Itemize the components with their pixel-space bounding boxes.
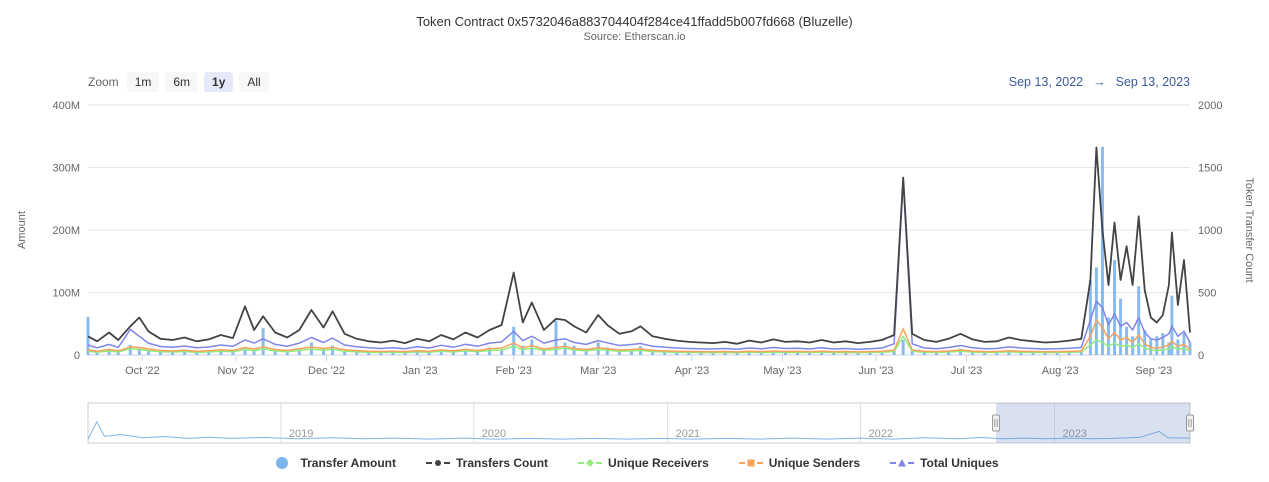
navigator-selection[interactable] [996,403,1190,443]
right-axis-tick: 500 [1198,288,1216,300]
zoom-button-1m[interactable]: 1m [126,72,160,92]
dash-circle-icon [426,460,451,466]
x-axis-month-label: May '23 [763,365,801,377]
x-axis-month-label: Oct '22 [125,365,160,377]
range-selector: Sep 13, 2022 → Sep 13, 2023 [1009,75,1190,89]
navigator-spark-line [87,420,1191,440]
x-axis-month-label: Nov '22 [217,365,254,377]
right-axis-tick: 1500 [1198,163,1222,175]
right-axis-tick: 2000 [1198,100,1222,112]
range-arrow-icon: → [1093,75,1106,89]
axis-labels: 0 0 100M 500 200M 1000 300M 1500 400M 2000 Oct '22… [52,100,1222,377]
legend: Transfer Amount Transfers Count Unique Rec… [0,456,1269,470]
left-axis-tick: 300M [52,163,80,175]
left-axis-tick: 0 [74,350,80,362]
legend-item-total-uniques[interactable]: Total Uniques [890,456,999,470]
left-axis-tick: 400M [52,100,80,112]
x-axis-month-label: Jan '23 [403,365,438,377]
series-line-unique-receivers [87,335,1191,354]
navigator-year-label: 2019 [289,428,313,440]
x-axis-month-label: Aug '23 [1042,365,1079,377]
page-title: Token Contract 0x5732046a883704404f284ce… [416,14,853,29]
navigator-year-label: 2021 [676,428,700,440]
dash-triangle-icon [890,459,915,467]
legend-label: Unique Receivers [608,456,709,470]
legend-item-unique-senders[interactable]: Unique Senders [738,456,861,470]
legend-label: Unique Senders [768,456,861,470]
legend-label: Total Uniques [920,456,999,470]
x-axis-month-label: Apr '23 [675,365,710,377]
dash-diamond-icon [578,459,603,467]
zoom-label: Zoom [88,75,119,89]
zoom-button-1y[interactable]: 1y [204,72,234,92]
series-line-unique-senders [87,319,1191,353]
zoom-button-6m[interactable]: 6m [165,72,199,92]
x-axis-month-label: Jul '23 [951,365,982,377]
x-axis-month-label: Dec '22 [308,365,345,377]
x-axis-month-label: Feb '23 [496,365,532,377]
navigator-year-label: 2022 [869,428,893,440]
navigator-year-label: 2020 [482,428,506,440]
navigator[interactable]: 2019 2020 2021 2022 2023 [87,402,1194,444]
navigator-track[interactable] [87,402,1191,444]
series-line-transfers-count [87,146,1191,345]
navigator-handle-right[interactable] [1186,414,1194,432]
zoom-button-all[interactable]: All [239,72,269,92]
series-line-total-uniques [87,180,1191,351]
legend-item-transfers-count[interactable]: Transfers Count [426,456,548,470]
right-axis-tick: 1000 [1198,225,1222,237]
legend-item-transfer-amount[interactable]: Transfer Amount [270,456,396,470]
x-axis-month-label: Sep '23 [1135,365,1172,377]
main-plot[interactable] [86,146,1192,355]
left-axis-tick: 100M [52,288,80,300]
left-axis-tick: 200M [52,225,80,237]
left-axis-title: Amount [16,211,28,249]
right-axis-tick: 0 [1198,350,1204,362]
grid-lines [88,104,1190,361]
dash-square-icon [738,459,763,467]
range-from[interactable]: Sep 13, 2022 [1008,75,1084,89]
navigator-handle-left[interactable] [992,414,1001,432]
circle-icon [276,457,289,469]
legend-item-unique-receivers[interactable]: Unique Receivers [578,456,709,470]
chart-subtitle: Source: Etherscan.io [583,31,686,43]
x-axis-month-label: Jun '23 [858,365,893,377]
range-to[interactable]: Sep 13, 2023 [1115,75,1190,89]
navigator-year-label: 2023 [1062,428,1086,440]
legend-label: Transfers Count [456,456,549,470]
right-axis-title: Token Transfer Count [1243,177,1255,283]
zoom-toolbar: Zoom 1m 6m 1y All [88,72,269,92]
x-axis-month-label: Mar '23 [580,365,616,377]
legend-label: Transfer Amount [300,456,397,470]
